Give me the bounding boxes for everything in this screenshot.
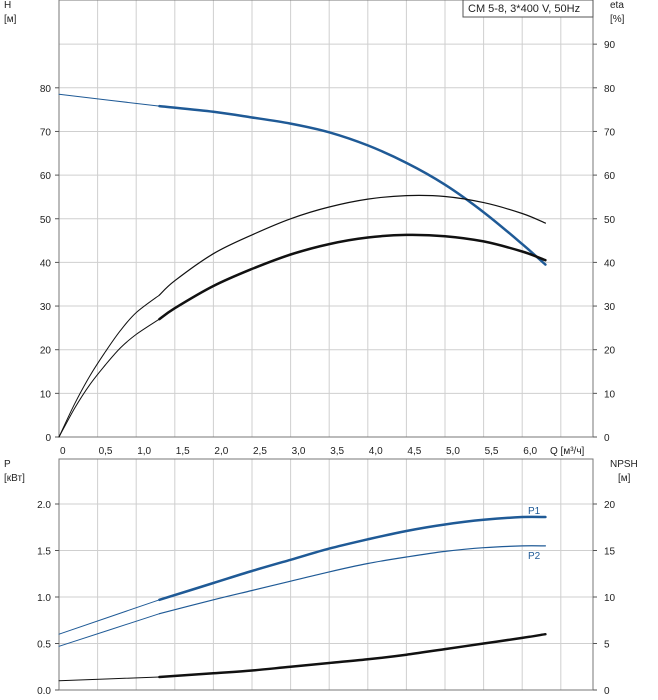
- y-right-tick-label: 15: [604, 547, 616, 558]
- x-tick-label: 3,5: [330, 446, 344, 457]
- y-right-tick-label: 20: [604, 346, 616, 357]
- chart-title-box: [462, 0, 594, 18]
- y-right-tick-label: 20: [604, 500, 616, 511]
- y-left-tick-label: 60: [40, 171, 52, 182]
- series-line-npsh: [158, 632, 547, 679]
- y-right-tick-label: 5: [604, 640, 610, 651]
- y-left-tick-label: 30: [40, 302, 52, 313]
- bottom-left-axis-unit: [кВт]: [4, 473, 25, 484]
- x-tick-label: 2,0: [214, 446, 228, 457]
- y-left-tick-label: 2.0: [37, 500, 51, 511]
- y-right-tick-label: 10: [604, 593, 616, 604]
- top-left-axis-symbol: H: [4, 0, 11, 11]
- x-tick-label: 0,5: [99, 446, 113, 457]
- y-right-tick-label: 0: [604, 686, 610, 697]
- y-right-tick-label: 0: [604, 433, 610, 444]
- y-left-tick-label: 0.5: [37, 640, 51, 651]
- axis-ticks: 0 0,5 1,0 1,5 2,0 2,5 3,0 3,5 4,0 4,5 5,0 5,5 6,0 0 10…: [37, 40, 615, 697]
- x-tick-label: 6,0: [523, 446, 537, 457]
- y-left-tick-label: 1.0: [37, 593, 51, 604]
- y-left-tick-label: 0: [45, 433, 51, 444]
- x-tick-label: 1,5: [176, 446, 190, 457]
- series-line-h_ext: [58, 93, 160, 107]
- y-left-tick-label: 20: [40, 346, 52, 357]
- series-line-h: [158, 104, 547, 266]
- x-axis-label: Q [м³/ч]: [550, 446, 585, 457]
- y-right-tick-label: 10: [604, 389, 616, 400]
- x-tick-label: 3,0: [292, 446, 306, 457]
- top-right-axis-unit: [%]: [610, 14, 625, 25]
- x-tick-label: 4,5: [407, 446, 421, 457]
- series-line-npsh_ext: [58, 676, 160, 682]
- y-left-tick-label: 40: [40, 258, 52, 269]
- series-line-p1_ext: [58, 599, 160, 635]
- series-line-eta_ext: [58, 294, 160, 438]
- series-line-p1: [158, 515, 547, 602]
- series-line-eta: [158, 194, 546, 296]
- data-series: [58, 93, 547, 682]
- y-right-tick-label: 30: [604, 302, 616, 313]
- bottom-gridlines: [59, 459, 593, 690]
- y-left-tick-label: 80: [40, 84, 52, 95]
- y-right-tick-label: 40: [604, 258, 616, 269]
- y-left-tick-label: 10: [40, 389, 52, 400]
- y-right-tick-label: 60: [604, 171, 616, 182]
- series-line-eta2_ext: [58, 318, 160, 438]
- series-line-p2_ext: [58, 613, 160, 647]
- bottom-plot-frame: [58, 458, 594, 691]
- y-right-tick-label: 80: [604, 84, 616, 95]
- series-label-p1: P1: [528, 506, 541, 517]
- y-right-tick-label: 90: [604, 40, 616, 51]
- y-right-tick-label: 50: [604, 215, 616, 226]
- y-right-tick-label: 70: [604, 127, 616, 138]
- x-tick-label: 1,0: [137, 446, 151, 457]
- y-left-tick-label: 70: [40, 127, 52, 138]
- x-tick-label: 5,0: [446, 446, 460, 457]
- x-tick-label: 5,5: [485, 446, 499, 457]
- top-left-axis-unit: [м]: [4, 14, 17, 25]
- bottom-right-axis-symbol: NPSH: [610, 459, 638, 470]
- series-label-p2: P2: [528, 551, 541, 562]
- top-gridlines: [59, 0, 593, 437]
- y-left-tick-label: 0.0: [37, 686, 51, 697]
- series-line-p2: [158, 545, 546, 615]
- chart-title: CM 5-8, 3*400 V, 50Hz: [468, 3, 580, 15]
- y-left-tick-label: 50: [40, 215, 52, 226]
- x-tick-label: 0: [60, 446, 66, 457]
- x-tick-label: 4,0: [369, 446, 383, 457]
- series-line-eta2: [158, 233, 547, 321]
- bottom-left-axis-symbol: P: [4, 459, 11, 470]
- bottom-right-axis-unit: [м]: [618, 473, 631, 484]
- top-right-axis-symbol: eta: [610, 0, 624, 11]
- y-left-tick-label: 1.5: [37, 547, 51, 558]
- x-tick-label: 2,5: [253, 446, 267, 457]
